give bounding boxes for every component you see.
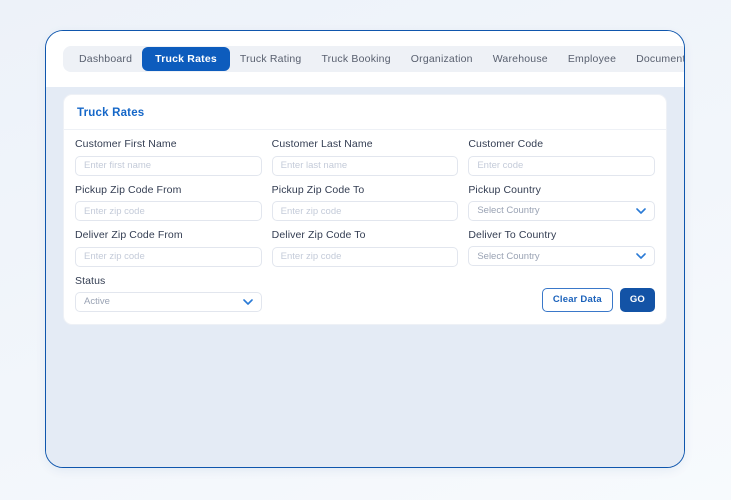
- field-label: Status: [75, 274, 106, 287]
- nav-item-dashboard[interactable]: Dashboard: [69, 49, 142, 70]
- select-value: Active: [84, 296, 110, 307]
- field-customer-first-name: Customer First Name: [75, 138, 262, 176]
- field-label: Pickup Country: [468, 183, 541, 196]
- field-label: Customer First Name: [75, 138, 177, 150]
- field-label: Pickup Zip Code To: [271, 183, 365, 196]
- field-label: Pickup Zip Code From: [75, 183, 182, 196]
- nav-item-truck-rates[interactable]: Truck Rates: [142, 46, 230, 72]
- app-window: Dashboard Truck Rates Truck Rating Truck…: [45, 30, 685, 468]
- chevron-down-icon: [636, 207, 646, 214]
- top-nav: Dashboard Truck Rates Truck Rating Truck…: [46, 31, 684, 87]
- go-button[interactable]: GO: [619, 288, 655, 312]
- select-value: Select Country: [477, 250, 540, 262]
- field-label: Customer Last Name: [271, 138, 373, 150]
- chevron-down-icon: [242, 298, 253, 305]
- pickup-country-select[interactable]: Select Country: [468, 200, 655, 221]
- form-actions: Clear Data GO: [468, 288, 655, 312]
- filter-form: Customer First Name Customer Last Name C…: [64, 130, 666, 324]
- deliver-zip-from-input[interactable]: [75, 246, 262, 267]
- nav-item-truck-booking[interactable]: Truck Booking: [311, 49, 400, 70]
- nav-item-employee[interactable]: Employee: [558, 49, 626, 70]
- page-title: Truck Rates: [64, 95, 666, 130]
- customer-last-name-input[interactable]: [271, 155, 459, 176]
- field-customer-code: Customer Code: [468, 138, 655, 176]
- nav-item-organization[interactable]: Organization: [401, 49, 483, 70]
- nav-tabs: Dashboard Truck Rates Truck Rating Truck…: [63, 46, 684, 72]
- select-value: Select Country: [477, 205, 540, 216]
- pickup-zip-to-input[interactable]: [271, 201, 459, 221]
- field-label: Deliver To Country: [468, 229, 557, 241]
- nav-item-warehouse[interactable]: Warehouse: [483, 49, 558, 70]
- customer-code-input[interactable]: [468, 155, 655, 176]
- field-status: Status Active: [75, 275, 262, 312]
- status-select[interactable]: Active: [75, 291, 262, 312]
- field-pickup-zip-from: Pickup Zip Code From: [75, 183, 262, 221]
- field-pickup-zip-to: Pickup Zip Code To: [271, 183, 459, 221]
- field-label: Deliver Zip Code To: [271, 229, 366, 241]
- customer-first-name-input[interactable]: [75, 155, 262, 176]
- field-deliver-country: Deliver To Country Select Country: [468, 229, 655, 267]
- nav-item-truck-rating[interactable]: Truck Rating: [230, 49, 312, 70]
- deliver-country-select[interactable]: Select Country: [468, 246, 655, 266]
- truck-rates-panel: Truck Rates Customer First Name Customer…: [63, 94, 667, 325]
- field-deliver-zip-from: Deliver Zip Code From: [75, 229, 262, 267]
- field-label: Deliver Zip Code From: [75, 229, 183, 241]
- chevron-down-icon: [636, 253, 646, 259]
- field-label: Customer Code: [468, 138, 544, 150]
- pickup-zip-from-input[interactable]: [75, 201, 262, 221]
- field-pickup-country: Pickup Country Select Country: [468, 184, 655, 222]
- field-customer-last-name: Customer Last Name: [271, 138, 459, 176]
- clear-data-button[interactable]: Clear Data: [541, 288, 613, 312]
- content-area: Truck Rates Customer First Name Customer…: [46, 87, 684, 467]
- field-deliver-zip-to: Deliver Zip Code To: [271, 229, 459, 267]
- nav-item-documents[interactable]: Documents: [626, 49, 684, 70]
- deliver-zip-to-input[interactable]: [271, 246, 459, 267]
